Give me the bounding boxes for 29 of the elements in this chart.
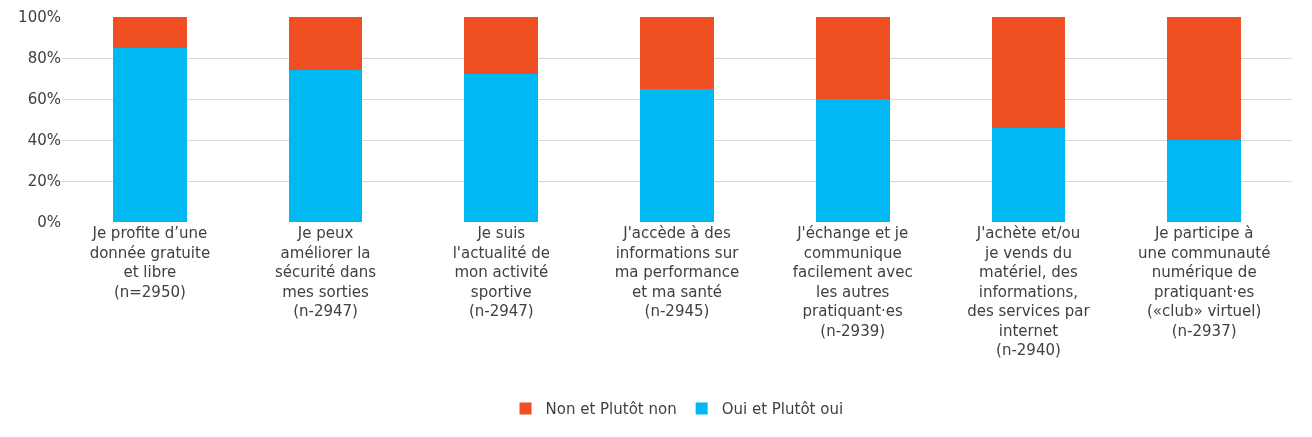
bar <box>1167 17 1242 140</box>
bar <box>815 17 890 99</box>
x-tick-label: J'accède à des informations sur ma performance et ma santé (n-2945) <box>614 224 740 320</box>
bar <box>464 74 539 222</box>
bar <box>112 17 187 48</box>
x-tick-label: J'échange et je communique facilement avec les autres pratiquant·es (n-2939) <box>792 224 913 340</box>
bar <box>991 17 1066 128</box>
x-tick-label: Je participe à une communauté numérique de pratiquant·es («club» virtuel) (n-2937) <box>1137 224 1271 340</box>
x-tick-label: J'achète et/ou je vends du matériel, des informations, des services par internet (n-2940) <box>967 224 1091 359</box>
y-tick-label: 80% <box>27 49 61 68</box>
bar <box>464 17 539 75</box>
y-tick-label: 60% <box>27 90 61 109</box>
bar <box>288 17 363 71</box>
y-tick-label: 40% <box>27 131 61 150</box>
x-tick-label: Je suis l'actualité de mon activité sportive (n-2947) <box>452 224 550 320</box>
legend-label: Non et Plutôt non <box>545 400 677 419</box>
y-tick-label: 100% <box>18 8 61 27</box>
bar <box>112 47 187 222</box>
bar <box>640 88 714 222</box>
x-tick-label: Je profite d’une donnée gratuite et libre (n=2950) <box>89 224 211 301</box>
legend-label: Oui et Plutôt oui <box>721 400 844 419</box>
bar <box>991 127 1066 222</box>
x-tick-label: Je peux améliorer la sécurité dans mes sorties (n-2947) <box>275 224 377 320</box>
bar <box>815 99 890 222</box>
bar <box>1167 140 1242 222</box>
bar <box>640 17 714 89</box>
y-tick-label: 20% <box>27 172 61 191</box>
bar <box>288 70 363 222</box>
y-tick-label: 0% <box>37 213 61 232</box>
